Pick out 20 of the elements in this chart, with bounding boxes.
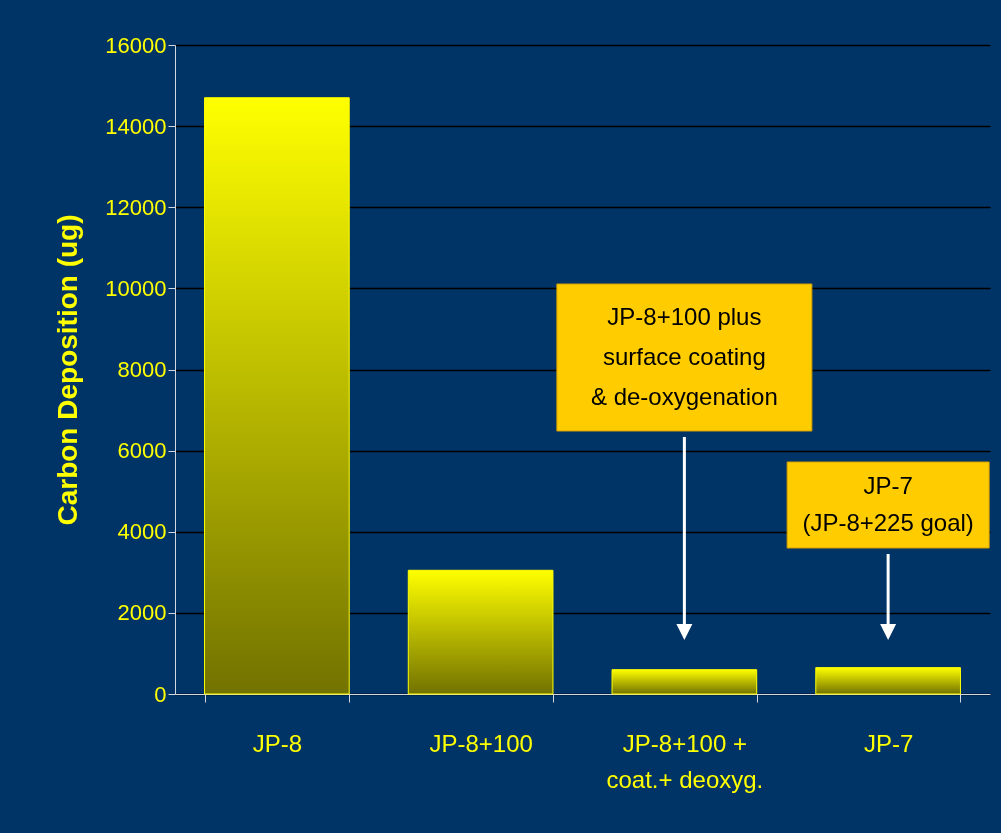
bar	[611, 669, 758, 695]
y-tick-label: 2000	[117, 600, 167, 626]
x-tick-label: JP-7	[863, 729, 914, 757]
y-axis-title: Carbon Deposition (ug)	[52, 214, 84, 526]
y-tick-label: 10000	[105, 275, 167, 301]
y-tick-label: 14000	[105, 113, 167, 139]
annotation: JP-7 (JP-8+225 goal)	[802, 471, 974, 536]
y-tick-label: 16000	[105, 32, 167, 58]
x-tick-label: JP-8	[252, 729, 303, 757]
y-tick-label: 8000	[117, 357, 167, 382]
y-tick-label: 6000	[117, 438, 167, 464]
y-tick-label: 4000	[117, 519, 167, 545]
x-tick-label: JP-8+100	[429, 729, 533, 757]
annotation: JP-8+100 plus surface coating & de-oxygenation	[590, 302, 778, 410]
x-tick-label: JP-8+100 + coat.+ deoxyg.	[606, 729, 764, 793]
bar	[815, 667, 961, 695]
bar	[204, 97, 350, 695]
y-tick-label: 12000	[105, 194, 167, 220]
y-tick-label: 0	[154, 681, 167, 707]
bar	[407, 569, 554, 695]
